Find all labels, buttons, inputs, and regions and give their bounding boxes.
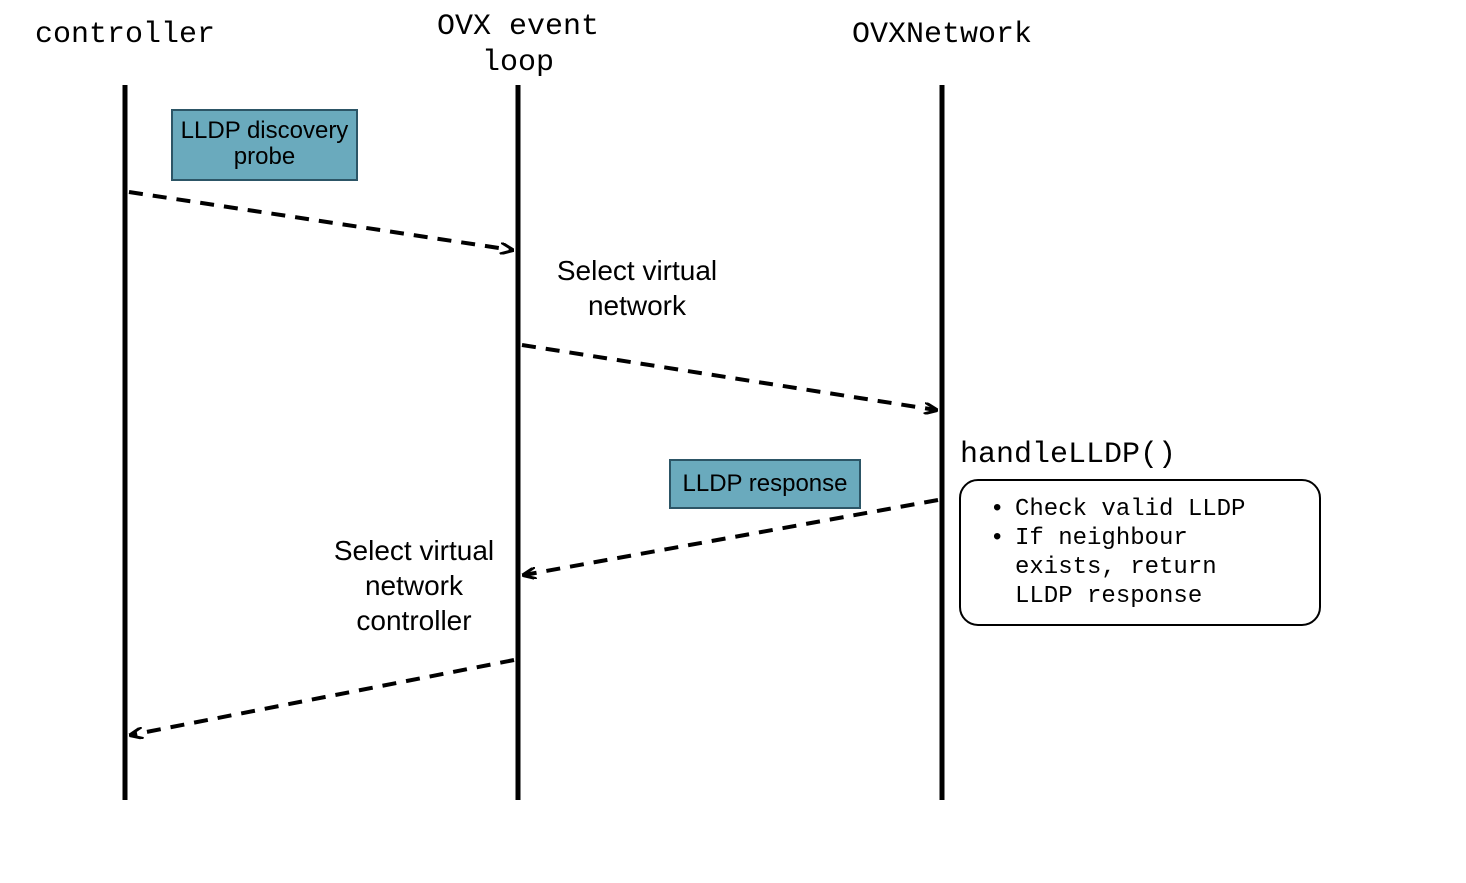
lifeline-ovxnetwork-label: OVXNetwork: [852, 18, 1032, 52]
box-lldp-probe-line2: probe: [234, 143, 295, 170]
label-select-controller-2: network: [365, 570, 464, 601]
label-select-vnet-1: Select virtual: [557, 255, 717, 286]
label-handlelldp: handleLLDP(): [960, 438, 1176, 472]
note-bullet-1-dot: •: [990, 496, 1004, 523]
lifeline-ovxloop-label-1: OVX event: [437, 10, 599, 44]
lifeline-ovxloop-label-2: loop: [482, 46, 554, 80]
note-bullet-2: If neighbour: [1015, 525, 1188, 552]
label-select-controller-1: Select virtual: [334, 535, 494, 566]
arrow-select-vnet: [522, 345, 936, 410]
box-lldp-probe-line1: LLDP discovery: [181, 117, 349, 144]
label-select-controller-3: controller: [356, 605, 471, 636]
box-lldp-response-line1: LLDP response: [683, 470, 848, 497]
note-bullet-1: Check valid LLDP: [1015, 496, 1245, 523]
arrow-lldp-response: [524, 500, 938, 575]
arrow-select-controller: [131, 660, 514, 735]
sequence-diagram: controller OVX event loop OVXNetwork LLD…: [0, 0, 1466, 883]
lifeline-controller-label: controller: [35, 18, 215, 52]
note-bullet-4: LLDP response: [1015, 583, 1202, 610]
note-bullet-2-dot: •: [990, 525, 1004, 552]
note-bullet-3: exists, return: [1015, 554, 1217, 581]
label-select-vnet-2: network: [588, 290, 687, 321]
arrow-probe: [129, 192, 512, 250]
